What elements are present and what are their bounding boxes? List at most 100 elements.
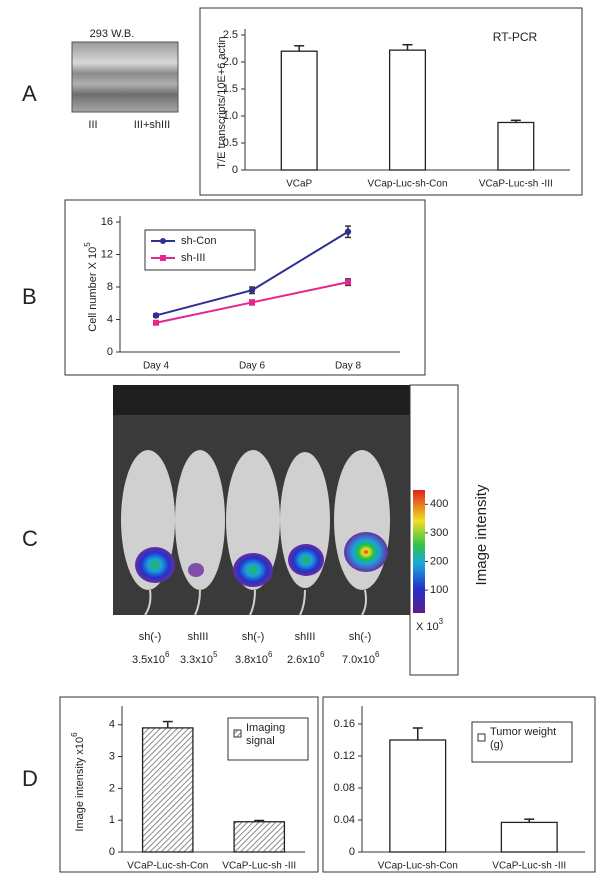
blot-title: 293 W.B. <box>90 28 135 40</box>
legend-label: sh-Con <box>181 235 216 247</box>
bar <box>389 739 447 853</box>
y-tick-label: 0.04 <box>334 814 355 826</box>
value: 3.8x10 <box>235 654 268 666</box>
legend-text-box: Tumor weight (g) <box>490 726 557 751</box>
panel-frame <box>199 7 583 196</box>
mouse-value: 3.3x105 <box>180 650 218 666</box>
y-tick-label: 2.5 <box>223 29 238 41</box>
y-axis-label: T/E transcripts/10E+6 actin <box>216 36 228 168</box>
error-bar <box>412 727 423 740</box>
y-axis-label: Cell number X 105 <box>83 242 99 332</box>
colorbar-tick-label: 300 <box>430 527 448 539</box>
lane-label: III+shIII <box>134 119 170 131</box>
legend-label: Tumor weight (g) <box>490 726 557 751</box>
bar <box>233 821 286 853</box>
chart-title: RT-PCR <box>493 30 538 44</box>
mouse-label: sh(-) <box>349 631 372 643</box>
y-tick-label: 4 <box>107 313 113 325</box>
y-tick-label: 0 <box>109 846 115 858</box>
panel-frame <box>64 199 426 376</box>
mouse-value: 3.5x106 <box>132 650 170 666</box>
point <box>153 319 159 326</box>
mouse-image <box>113 385 410 616</box>
panel-frame <box>322 696 596 873</box>
colorbar-tick-label: 200 <box>430 555 448 567</box>
value: 7.0x10 <box>342 654 375 666</box>
y-tick-label: 8 <box>107 281 113 293</box>
x-tick-label: VCaP <box>286 179 312 190</box>
bar <box>500 821 558 853</box>
mouse-label: sh(-) <box>139 631 162 643</box>
error-bar <box>524 818 535 823</box>
x-tick-label: VCaP-Luc-sh -III <box>222 861 296 872</box>
y-tick-label: 1.5 <box>223 83 238 95</box>
mouse-value: 2.6x106 <box>287 650 325 666</box>
error-bar <box>254 819 265 822</box>
legend-marker <box>160 238 166 244</box>
legend-box <box>144 229 256 271</box>
exponent: 5 <box>213 650 218 659</box>
y-tick-label: 3 <box>109 750 115 762</box>
y-axis-label: Image intensity x106 <box>70 732 86 832</box>
blot-image <box>71 41 179 113</box>
error-bar <box>510 119 521 123</box>
x-tick-label: Day 4 <box>143 361 170 372</box>
colorbar-unit: X 103 <box>416 617 444 633</box>
exponent: 6 <box>70 732 79 737</box>
bar <box>497 121 535 171</box>
exponent: 6 <box>375 650 380 659</box>
colorbar-tick-label: 100 <box>430 584 448 596</box>
mouse-label: shIII <box>188 631 209 643</box>
legend-swatch <box>477 733 486 742</box>
bar <box>280 50 318 171</box>
label: T/E transcripts/10E+6 actin <box>216 36 228 168</box>
y-tick-label: 0 <box>349 846 355 858</box>
y-tick-label: 0.5 <box>223 137 238 149</box>
panel-letter: C <box>22 526 38 551</box>
y-tick-label: 0 <box>232 164 238 176</box>
y-tick-label: 2 <box>109 782 115 794</box>
y-tick-label: 1.0 <box>223 110 238 122</box>
legend-marker <box>160 255 166 261</box>
y-tick-label: 16 <box>101 216 113 228</box>
y-tick-label: 0.12 <box>334 750 355 762</box>
x-tick-label: Day 8 <box>335 361 362 372</box>
y-tick-label: 4 <box>109 719 115 731</box>
x-tick-label: VCaP-Luc-sh -III <box>492 861 566 872</box>
colorbar-title: Image intensity <box>473 484 490 585</box>
point <box>249 299 255 306</box>
value: 3.3x10 <box>180 654 213 666</box>
mouse-label: sh(-) <box>242 631 265 643</box>
panel-letter: D <box>22 766 38 791</box>
mouse-label: shIII <box>295 631 316 643</box>
exponent: 6 <box>165 650 170 659</box>
point <box>248 287 256 294</box>
legend-swatch <box>233 729 242 738</box>
colorbar-tick-label: 400 <box>430 498 448 510</box>
panel-letter: A <box>22 81 37 106</box>
x-tick-label: VCap-Luc-sh-Con <box>367 179 447 190</box>
y-tick-label: 1 <box>109 814 115 826</box>
error-bar <box>294 45 305 52</box>
point <box>344 228 352 235</box>
x-tick-label: VCap-Luc-sh-Con <box>378 861 458 872</box>
unit-exponent: 3 <box>439 617 444 626</box>
y-tick-label: 0 <box>107 346 113 358</box>
legend-text-box: Imaging signal <box>246 722 286 747</box>
value: 3.5x10 <box>132 654 165 666</box>
y-tick-label: 12 <box>101 248 113 260</box>
legend-label: Imaging signal <box>246 722 286 747</box>
point <box>152 312 160 319</box>
x-tick-label: Day 6 <box>239 361 266 372</box>
label: Image intensity x10 <box>74 737 86 832</box>
panel-letter: B <box>22 284 37 309</box>
panel-frame <box>59 696 319 873</box>
colorbar <box>413 490 425 613</box>
exponent: 6 <box>268 650 273 659</box>
mouse-value: 3.8x106 <box>235 650 273 666</box>
label: Cell number X 10 <box>87 247 99 332</box>
exponent: 5 <box>83 242 92 247</box>
unit: X 10 <box>416 621 439 633</box>
mouse-value: 7.0x106 <box>342 650 380 666</box>
